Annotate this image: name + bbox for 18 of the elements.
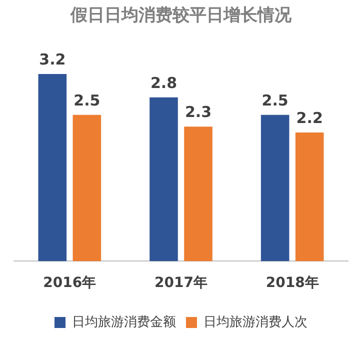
legend-label: 日均旅游消费金额 [72,314,176,330]
bar [150,97,178,262]
data-label: 2.8 [150,74,178,92]
legend-label: 日均旅游消费人次 [204,314,308,330]
x-tick-label: 2018年 [266,275,319,292]
data-label: 3.2 [39,50,66,68]
data-label: 2.2 [296,108,323,127]
data-label: 2.5 [262,91,288,110]
x-tick-label: 2017年 [154,275,208,292]
data-label: 2.3 [184,103,212,122]
bar [184,126,212,262]
chart-title: 假日日均消费较平日增长情况 [70,6,292,26]
bar [72,114,102,262]
bar [38,74,67,262]
bar [295,132,324,262]
data-label: 2.5 [74,91,100,110]
bar [260,114,290,262]
x-tick-label: 2016年 [43,275,96,292]
